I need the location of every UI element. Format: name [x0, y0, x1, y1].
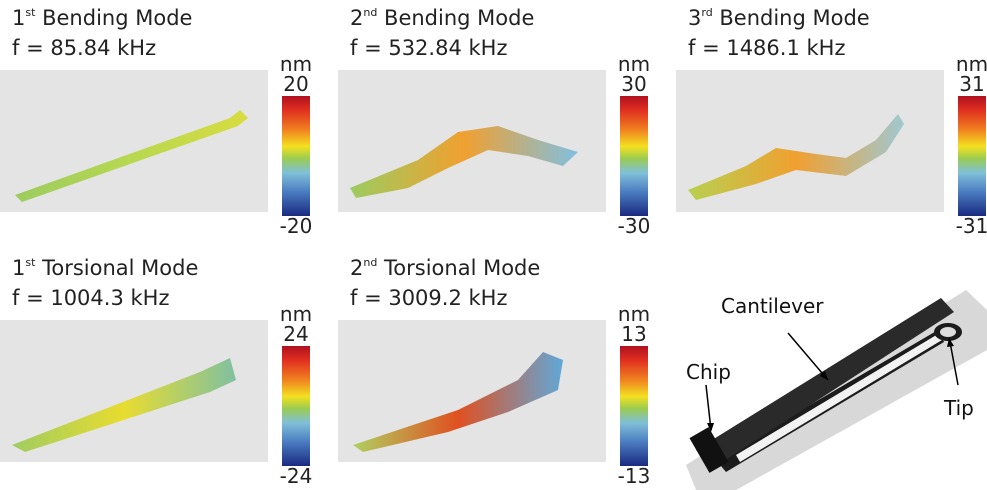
mode-frequency: f = 85.84 kHz: [12, 36, 156, 60]
mode-frequency: f = 1004.3 kHz: [12, 286, 169, 310]
mode-title: 2nd Bending Mode: [350, 6, 534, 30]
cantilever-shape: [676, 70, 944, 212]
mode-ordinal-suffix: st: [25, 256, 35, 269]
mode-ordinal-suffix: st: [25, 6, 35, 19]
mode-ordinal: 1: [12, 6, 25, 30]
colorbar-min: -20: [276, 214, 316, 238]
colorbar-max: 13: [614, 322, 654, 346]
mode-ordinal: 1: [12, 256, 25, 280]
colorbar-max: 30: [614, 72, 654, 96]
mode-frequency: f = 3009.2 kHz: [350, 286, 507, 310]
mode-ordinal-suffix: nd: [363, 256, 377, 269]
colorbar-min: -24: [276, 464, 316, 488]
mode-title: 3rd Bending Mode: [688, 6, 870, 30]
colorbar: [282, 96, 310, 216]
mode-ordinal: 3: [688, 6, 701, 30]
colorbar-min: -30: [614, 214, 654, 238]
micrograph: Cantilever Chip Tip: [676, 250, 987, 490]
deflection-map: [0, 320, 268, 462]
mode-name: Torsional Mode: [384, 256, 540, 280]
mode-ordinal: 2: [350, 256, 363, 280]
mode-frequency: f = 532.84 kHz: [350, 36, 507, 60]
cantilever-shape: [338, 320, 606, 462]
mode-ordinal-suffix: nd: [363, 6, 377, 19]
mode-ordinal-suffix: rd: [701, 6, 712, 19]
mode-name: Bending Mode: [719, 6, 869, 30]
colorbar-max: 24: [276, 322, 316, 346]
colorbar: [620, 346, 648, 466]
colorbar: [958, 96, 986, 216]
cantilever-label: Cantilever: [721, 294, 824, 318]
colorbar: [620, 96, 648, 216]
cantilever-shape: [0, 70, 268, 212]
cantilever-shape: [338, 70, 606, 212]
mode-name: Bending Mode: [42, 6, 192, 30]
mode-name: Bending Mode: [384, 6, 534, 30]
colorbar-min: -31: [952, 214, 987, 238]
tip-label: Tip: [944, 396, 974, 420]
mode-title: 1st Torsional Mode: [12, 256, 198, 280]
colorbar: [282, 346, 310, 466]
colorbar-min: -13: [614, 464, 654, 488]
mode-name: Torsional Mode: [42, 256, 198, 280]
deflection-map: [338, 320, 606, 462]
cantilever-shape: [0, 320, 268, 462]
colorbar-max: 20: [276, 72, 316, 96]
deflection-map: [338, 70, 606, 212]
chip-label: Chip: [686, 360, 731, 384]
mode-frequency: f = 1486.1 kHz: [688, 36, 845, 60]
mode-ordinal: 2: [350, 6, 363, 30]
deflection-map: [0, 70, 268, 212]
mode-title: 2nd Torsional Mode: [350, 256, 540, 280]
mode-title: 1st Bending Mode: [12, 6, 192, 30]
figure: Cantilever Chip Tip 1st Bending Modef = …: [0, 0, 987, 490]
deflection-map: [676, 70, 944, 212]
colorbar-max: 31: [952, 72, 987, 96]
